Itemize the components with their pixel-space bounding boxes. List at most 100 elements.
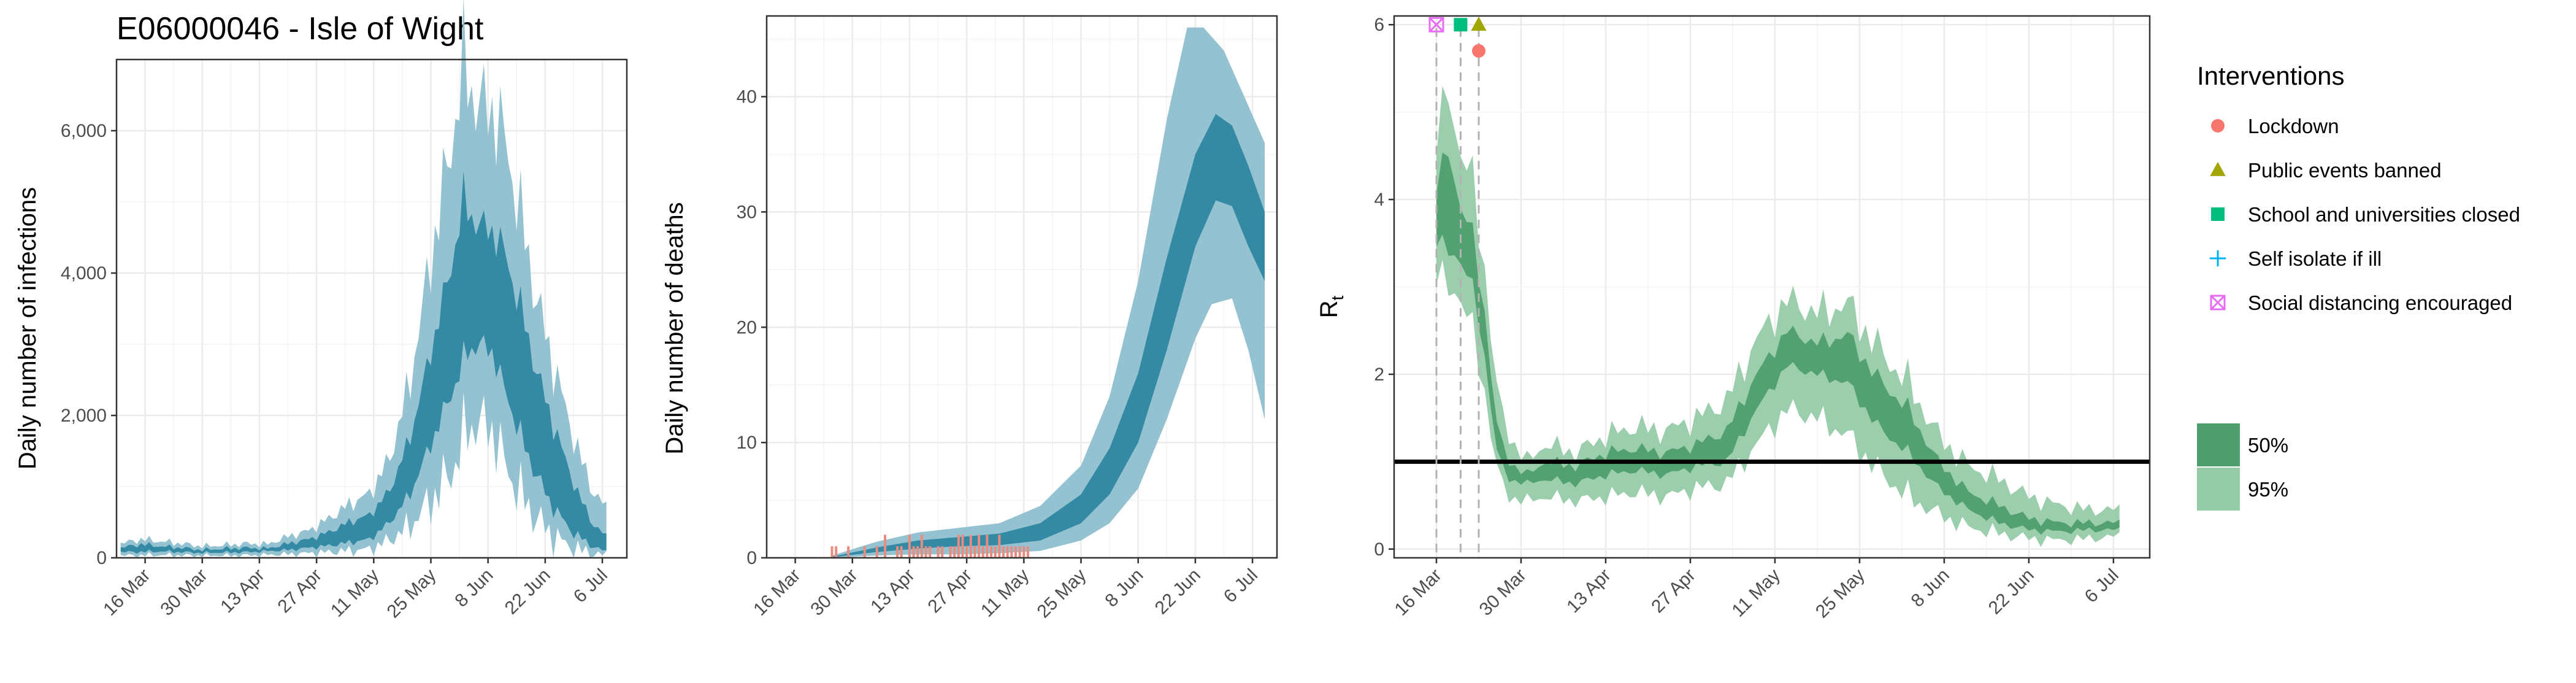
rt-ylabel-sub: t	[1328, 295, 1347, 300]
observed-death-bar	[969, 534, 972, 558]
observed-death-bar	[998, 534, 1001, 558]
observed-death-bar	[1006, 546, 1009, 558]
observed-death-bar	[990, 546, 993, 558]
band-50	[832, 114, 1265, 558]
self-isolate-marker-icon	[2209, 250, 2226, 267]
y-tick-label: 2	[1374, 365, 1384, 385]
observed-death-bar	[830, 546, 834, 558]
observed-death-bar	[920, 534, 923, 558]
observed-death-bar	[895, 546, 899, 558]
observed-death-bar	[953, 546, 956, 558]
observed-death-bar	[941, 546, 944, 558]
panel1-title: E06000046 - Isle of Wight	[117, 11, 484, 47]
intervention-markers	[1428, 17, 1487, 558]
observed-death-bar	[981, 546, 984, 558]
band-95	[120, 0, 607, 558]
public-events-marker-icon	[1471, 17, 1487, 31]
observed-death-bar	[884, 534, 887, 558]
legend-item: Self isolate if ill	[2209, 247, 2382, 270]
deaths-ylabel: Daily number of deaths	[661, 202, 688, 454]
observed-death-bar	[847, 546, 850, 558]
legend-title: Interventions	[2197, 61, 2344, 90]
observed-death-bar	[1010, 546, 1013, 558]
observed-death-bar	[900, 546, 903, 558]
y-tick-label: 0	[746, 548, 757, 568]
observed-deaths	[830, 534, 1029, 558]
rt-ylabel-main: R	[1316, 300, 1343, 318]
y-tick-label: 0	[1374, 539, 1384, 560]
observed-death-bar	[1018, 546, 1021, 558]
y-axis: 0 2,000 4,000 6,000	[61, 121, 117, 568]
observed-death-bar	[908, 534, 911, 558]
public-events-marker-icon	[2210, 161, 2226, 176]
legend-item-label: Social distancing encouraged	[2248, 291, 2512, 314]
observed-death-bar	[965, 546, 968, 558]
observed-death-bar	[986, 534, 989, 558]
y-tick-label: 6,000	[61, 121, 107, 141]
legend-item: Social distancing encouraged	[2210, 291, 2512, 314]
observed-death-bar	[949, 546, 952, 558]
legend-item: Public events banned	[2210, 159, 2442, 182]
y-tick-label: 0	[96, 548, 107, 568]
legend: Interventions Lockdown Public events bann…	[2197, 61, 2520, 511]
y-tick-label: 20	[737, 317, 757, 338]
band-95	[1436, 86, 2120, 547]
observed-death-bar	[875, 546, 878, 558]
observed-death-bar	[1002, 546, 1005, 558]
legend-item-label: Lockdown	[2248, 115, 2339, 137]
legend-item-label: School and universities closed	[2248, 203, 2520, 226]
social-distancing-marker-icon	[2210, 295, 2226, 311]
y-tick-label: 4	[1374, 190, 1384, 210]
legend-item: School and universities closed	[2211, 203, 2520, 226]
school-marker-icon	[1454, 18, 1468, 32]
lockdown-marker-icon	[2211, 119, 2225, 133]
y-tick-label: 6	[1374, 15, 1384, 35]
y-tick-label: 2,000	[61, 406, 107, 426]
observed-death-bar	[994, 546, 997, 558]
observed-death-bar	[863, 546, 866, 558]
observed-death-bar	[937, 546, 940, 558]
school-marker-icon	[2211, 207, 2225, 221]
y-tick-label: 30	[737, 202, 757, 222]
band-95	[832, 27, 1265, 558]
observed-death-bar	[961, 534, 964, 558]
social-distancing-marker-icon	[1428, 17, 1444, 33]
panel-border	[1393, 15, 2151, 559]
legend-band-swatch	[2197, 468, 2240, 511]
legend-band-swatch	[2197, 423, 2240, 466]
y-axis: 0 2 4 6	[1374, 15, 1394, 560]
y-axis: 0 10 20 30 40	[737, 87, 767, 568]
legend-items: Lockdown Public events banned School and u…	[2209, 115, 2520, 314]
panel-border	[765, 15, 1278, 559]
lockdown-marker-icon	[1471, 44, 1485, 58]
observed-death-bar	[1022, 546, 1025, 558]
legend-item: Lockdown	[2211, 115, 2339, 137]
legend-band-label: 50%	[2248, 434, 2288, 457]
observed-death-bar	[929, 546, 932, 558]
y-tick-label: 10	[737, 433, 757, 453]
panel-border	[115, 58, 628, 559]
legend-band: 95%	[2197, 468, 2288, 511]
legend-band: 50%	[2197, 423, 2288, 466]
y-tick-label: 4,000	[61, 263, 107, 284]
observed-death-bar	[916, 546, 919, 558]
rt-ylabel: Rt	[1316, 295, 1347, 318]
legend-item-label: Public events banned	[2248, 159, 2442, 182]
observed-death-bar	[835, 546, 838, 558]
observed-death-bar	[973, 546, 976, 558]
y-tick-label: 40	[737, 87, 757, 107]
observed-death-bar	[978, 534, 981, 558]
observed-death-bar	[912, 546, 915, 558]
observed-death-bar	[957, 534, 960, 558]
legend-bands: 50% 95%	[2197, 423, 2288, 511]
band-50	[120, 171, 607, 554]
observed-death-bar	[1026, 546, 1029, 558]
observed-death-bar	[1014, 546, 1018, 558]
legend-band-label: 95%	[2248, 478, 2288, 501]
infections-ylabel: Daily number of infections	[14, 187, 41, 469]
observed-death-bar	[924, 546, 927, 558]
